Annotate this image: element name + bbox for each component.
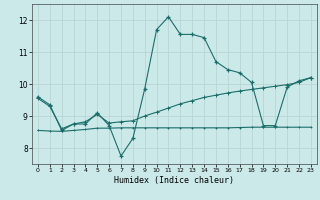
X-axis label: Humidex (Indice chaleur): Humidex (Indice chaleur) xyxy=(115,176,234,185)
